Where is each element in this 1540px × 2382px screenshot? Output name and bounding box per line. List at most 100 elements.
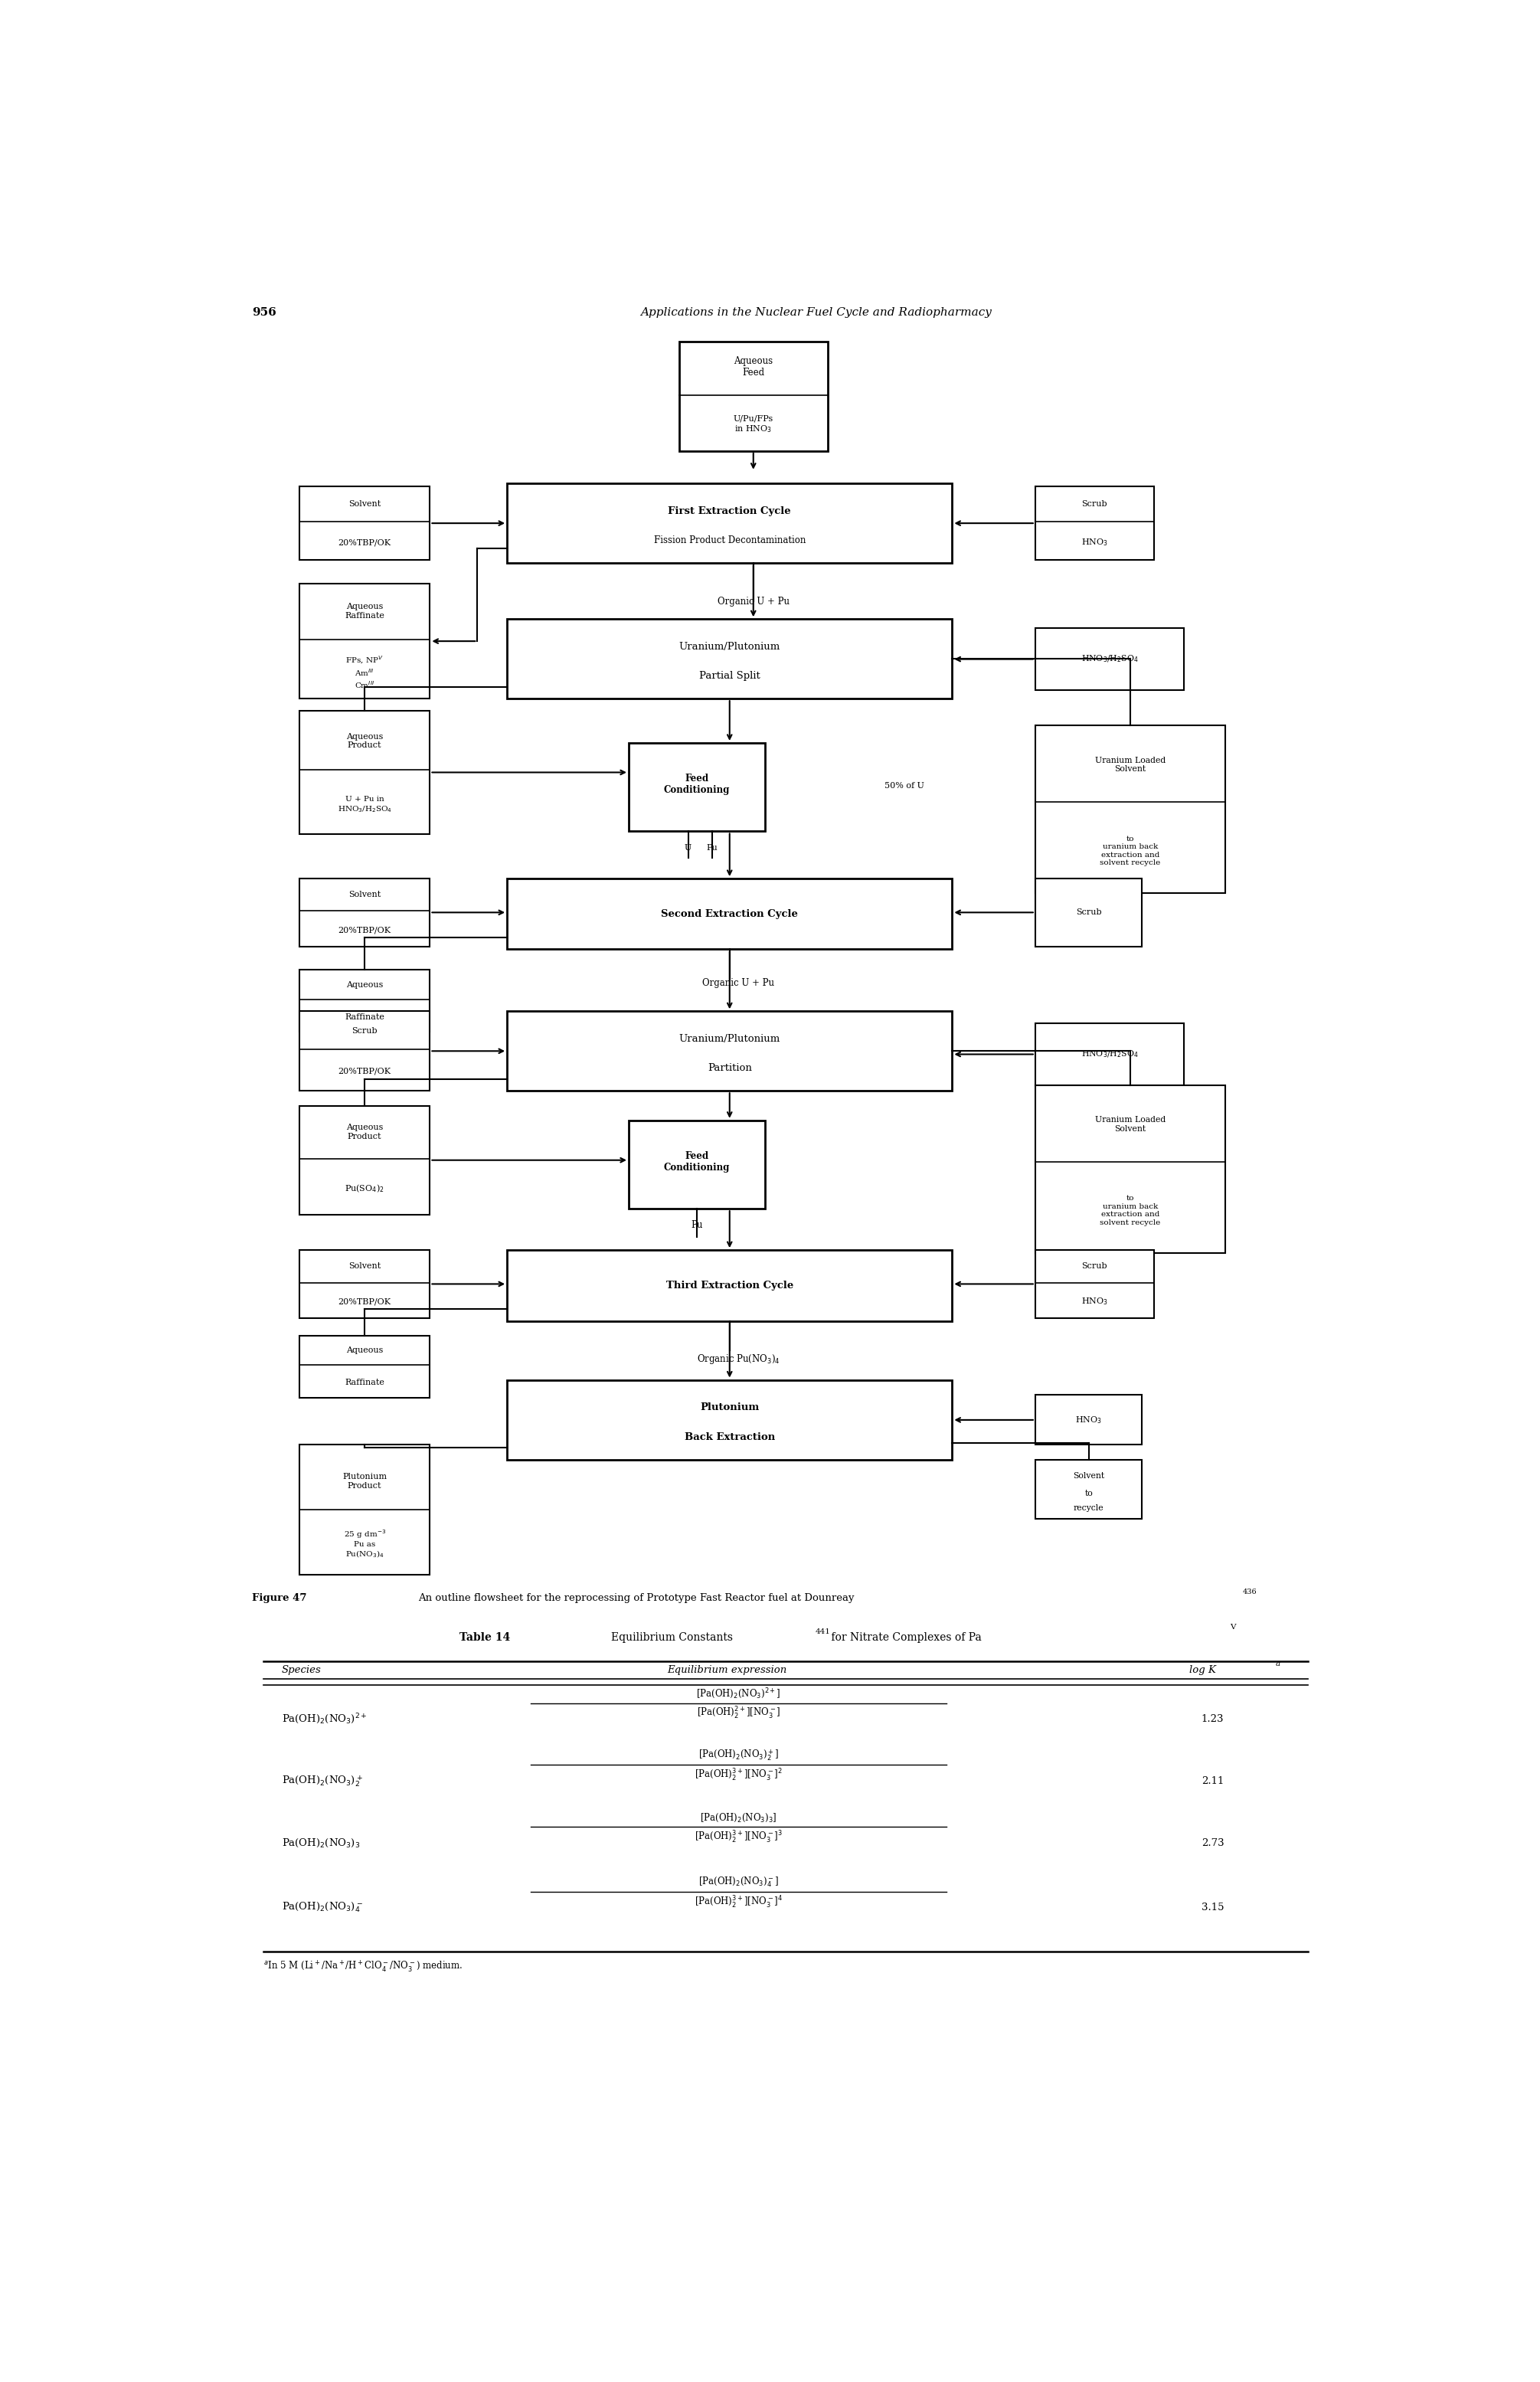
Text: a: a bbox=[1275, 1660, 1280, 1667]
Text: Organic Pu(NO$_3$)$_4$: Organic Pu(NO$_3$)$_4$ bbox=[698, 1353, 781, 1365]
Text: Aqueous
Raffinate: Aqueous Raffinate bbox=[345, 603, 385, 619]
Text: Pa(OH)$_2$(NO$_3$)$_4^-$: Pa(OH)$_2$(NO$_3$)$_4^-$ bbox=[282, 1901, 362, 1915]
Text: Solvent: Solvent bbox=[1073, 1472, 1104, 1479]
Text: 1.23: 1.23 bbox=[1201, 1715, 1224, 1725]
Bar bbox=[299, 969, 430, 1031]
Text: U: U bbox=[684, 843, 691, 853]
Text: HNO$_3$/H$_2$SO$_4$: HNO$_3$/H$_2$SO$_4$ bbox=[1081, 655, 1138, 665]
Text: 25 g dm$^{-3}$
Pu as
Pu(NO$_3$)$_4$: 25 g dm$^{-3}$ Pu as Pu(NO$_3$)$_4$ bbox=[343, 1527, 385, 1560]
Text: [Pa(OH)$_2$(NO$_3$)$_2^+$]: [Pa(OH)$_2$(NO$_3$)$_2^+$] bbox=[698, 1748, 779, 1763]
Bar bbox=[299, 1446, 430, 1575]
Text: Species: Species bbox=[282, 1665, 322, 1675]
Text: Scrub: Scrub bbox=[1076, 908, 1101, 917]
Text: Pu: Pu bbox=[691, 1220, 702, 1229]
Bar bbox=[1035, 1251, 1153, 1317]
Text: 50% of U: 50% of U bbox=[885, 781, 924, 791]
Text: to
uranium back
extraction and
solvent recycle: to uranium back extraction and solvent r… bbox=[1100, 836, 1161, 867]
Text: recycle: recycle bbox=[1073, 1503, 1104, 1513]
Text: Scrub: Scrub bbox=[351, 1027, 377, 1034]
Text: Equilibrium Constants: Equilibrium Constants bbox=[611, 1632, 733, 1644]
Bar bbox=[507, 1379, 952, 1460]
Text: Aqueous: Aqueous bbox=[346, 981, 383, 989]
Bar bbox=[1035, 629, 1184, 691]
Text: Partition: Partition bbox=[707, 1062, 752, 1074]
Text: Uranium Loaded
Solvent: Uranium Loaded Solvent bbox=[1095, 1117, 1166, 1134]
Bar bbox=[1035, 1393, 1143, 1446]
Text: Organic U + Pu: Organic U + Pu bbox=[718, 596, 790, 607]
Bar bbox=[1035, 1460, 1143, 1517]
Text: 20%TBP/OK: 20%TBP/OK bbox=[339, 1067, 391, 1074]
Text: Feed
Conditioning: Feed Conditioning bbox=[664, 774, 730, 796]
Text: [Pa(OH)$_2$(NO$_3$)$_4^-$]: [Pa(OH)$_2$(NO$_3$)$_4^-$] bbox=[698, 1875, 779, 1889]
Text: 20%TBP/OK: 20%TBP/OK bbox=[339, 927, 391, 934]
Text: Figure 47: Figure 47 bbox=[253, 1594, 306, 1603]
Text: [Pa(OH)$_2^{2+}$][NO$_3^-$]: [Pa(OH)$_2^{2+}$][NO$_3^-$] bbox=[696, 1706, 781, 1722]
Text: HNO$_3$/H$_2$SO$_4$: HNO$_3$/H$_2$SO$_4$ bbox=[1081, 1048, 1138, 1060]
Bar bbox=[299, 879, 430, 946]
Bar bbox=[507, 619, 952, 698]
Text: [Pa(OH)$_2^{3+}$][NO$_3^-$]$^4$: [Pa(OH)$_2^{3+}$][NO$_3^-$]$^4$ bbox=[695, 1894, 782, 1910]
Text: 436: 436 bbox=[1243, 1589, 1257, 1596]
Text: Aqueous
Product: Aqueous Product bbox=[346, 734, 383, 750]
Text: Aqueous
Feed: Aqueous Feed bbox=[733, 355, 773, 376]
Text: to
uranium back
extraction and
solvent recycle: to uranium back extraction and solvent r… bbox=[1100, 1196, 1161, 1227]
Text: 3.15: 3.15 bbox=[1201, 1903, 1224, 1913]
Bar bbox=[1035, 724, 1226, 893]
Text: U/Pu/FPs
in HNO$_3$: U/Pu/FPs in HNO$_3$ bbox=[733, 414, 773, 434]
Text: Fission Product Decontamination: Fission Product Decontamination bbox=[653, 536, 805, 545]
Bar bbox=[507, 1251, 952, 1322]
Text: 2.73: 2.73 bbox=[1201, 1839, 1224, 1848]
Text: V: V bbox=[1230, 1625, 1235, 1629]
Text: Feed
Conditioning: Feed Conditioning bbox=[664, 1151, 730, 1172]
Text: for Nitrate Complexes of Pa: for Nitrate Complexes of Pa bbox=[827, 1632, 981, 1644]
Text: Equilibrium expression: Equilibrium expression bbox=[667, 1665, 787, 1675]
Text: Applications in the Nuclear Fuel Cycle and Radiopharmacy: Applications in the Nuclear Fuel Cycle a… bbox=[641, 307, 992, 317]
Text: Solvent: Solvent bbox=[348, 1262, 380, 1270]
Bar bbox=[1035, 486, 1153, 560]
Text: 441: 441 bbox=[816, 1629, 832, 1634]
Bar bbox=[299, 1336, 430, 1398]
Text: [Pa(OH)$_2^{3+}$][NO$_3^-$]$^2$: [Pa(OH)$_2^{3+}$][NO$_3^-$]$^2$ bbox=[695, 1767, 782, 1784]
Text: Uranium Loaded
Solvent: Uranium Loaded Solvent bbox=[1095, 757, 1166, 774]
Text: Raffinate: Raffinate bbox=[345, 1012, 385, 1022]
Text: HNO$_3$: HNO$_3$ bbox=[1081, 1296, 1107, 1308]
Bar bbox=[299, 486, 430, 560]
Text: Organic U + Pu: Organic U + Pu bbox=[702, 979, 775, 989]
Text: 956: 956 bbox=[253, 307, 276, 317]
Text: FPs, NP$^{V}$
Am$^{III}$
Cm$^{III}$: FPs, NP$^{V}$ Am$^{III}$ Cm$^{III}$ bbox=[345, 655, 383, 691]
Bar bbox=[299, 710, 430, 834]
Text: HNO$_3$: HNO$_3$ bbox=[1081, 536, 1107, 548]
Text: log K: log K bbox=[1189, 1665, 1217, 1675]
Bar bbox=[299, 584, 430, 698]
Text: Pu: Pu bbox=[707, 843, 718, 853]
Text: Scrub: Scrub bbox=[1081, 1262, 1107, 1270]
Bar bbox=[299, 1012, 430, 1091]
Bar bbox=[679, 343, 827, 450]
Text: Pa(OH)$_2$(NO$_3$)$^{2+}$: Pa(OH)$_2$(NO$_3$)$^{2+}$ bbox=[282, 1713, 367, 1727]
Text: 20%TBP/OK: 20%TBP/OK bbox=[339, 1298, 391, 1305]
Bar bbox=[507, 484, 952, 562]
Text: [Pa(OH)$_2$(NO$_3$)$^{2+}$]: [Pa(OH)$_2$(NO$_3$)$^{2+}$] bbox=[696, 1686, 781, 1701]
Text: Plutonium
Product: Plutonium Product bbox=[342, 1472, 387, 1489]
Text: 2.11: 2.11 bbox=[1201, 1777, 1224, 1786]
Text: Solvent: Solvent bbox=[348, 891, 380, 898]
Text: Plutonium: Plutonium bbox=[701, 1403, 759, 1413]
Text: HNO$_3$: HNO$_3$ bbox=[1075, 1415, 1103, 1424]
Text: [Pa(OH)$_2$(NO$_3$)$_3$]: [Pa(OH)$_2$(NO$_3$)$_3$] bbox=[701, 1813, 778, 1825]
Text: to: to bbox=[1084, 1489, 1093, 1498]
Text: 20%TBP/OK: 20%TBP/OK bbox=[339, 538, 391, 545]
Text: First Extraction Cycle: First Extraction Cycle bbox=[668, 505, 792, 517]
Text: Scrub: Scrub bbox=[1081, 500, 1107, 507]
Text: Solvent: Solvent bbox=[348, 500, 380, 507]
Text: Table 14: Table 14 bbox=[459, 1632, 510, 1644]
Bar bbox=[1035, 879, 1143, 946]
Text: Second Extraction Cycle: Second Extraction Cycle bbox=[661, 910, 798, 919]
Text: Third Extraction Cycle: Third Extraction Cycle bbox=[665, 1282, 793, 1291]
Text: Uranium/Plutonium: Uranium/Plutonium bbox=[679, 1034, 781, 1043]
Bar bbox=[1035, 1084, 1226, 1253]
Text: [Pa(OH)$_2^{3+}$][NO$_3^-$]$^3$: [Pa(OH)$_2^{3+}$][NO$_3^-$]$^3$ bbox=[695, 1829, 782, 1846]
Bar bbox=[507, 879, 952, 950]
Text: Raffinate: Raffinate bbox=[345, 1379, 385, 1386]
Text: Uranium/Plutonium: Uranium/Plutonium bbox=[679, 641, 781, 653]
Text: Pu(SO$_4$)$_2$: Pu(SO$_4$)$_2$ bbox=[345, 1181, 385, 1193]
